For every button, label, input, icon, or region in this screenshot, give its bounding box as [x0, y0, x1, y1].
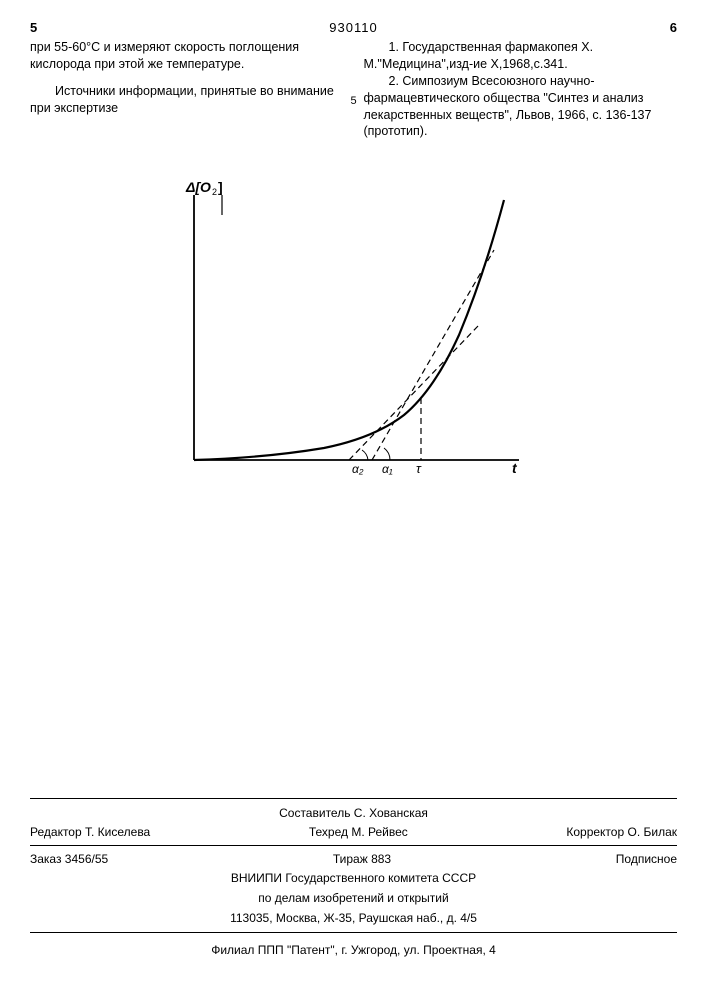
- svg-text:α₁: α₁: [382, 462, 393, 476]
- col-num-left: 5: [30, 20, 37, 35]
- text-columns: при 55-60°С и измеряют скорость поглощен…: [30, 39, 677, 140]
- left-column: при 55-60°С и измеряют скорость поглощен…: [30, 39, 344, 140]
- order-row: Заказ 3456/55 Тираж 883 Подписное: [30, 850, 677, 868]
- chart-container: Δ[O2]tα₂α₁τ: [30, 180, 677, 490]
- footer-block: Составитель С. Хованская Редактор Т. Кис…: [30, 794, 677, 960]
- svg-text:2: 2: [212, 187, 217, 197]
- header-row: 5 930110 6: [30, 20, 677, 35]
- address2: Филиал ППП "Патент", г. Ужгород, ул. Про…: [30, 937, 677, 960]
- oxygen-absorption-chart: Δ[O2]tα₂α₁τ: [184, 180, 524, 490]
- editor: Редактор Т. Киселева: [30, 825, 150, 839]
- credits-row: Редактор Т. Киселева Техред М. Рейвес Ко…: [30, 823, 677, 841]
- org2: по делам изобретений и открытий: [30, 888, 677, 908]
- compiler-line: Составитель С. Хованская: [30, 803, 677, 823]
- techred: Техред М. Рейвес: [309, 825, 408, 839]
- left-p1: при 55-60°С и измеряют скорость поглощен…: [30, 39, 344, 73]
- svg-text:α₂: α₂: [352, 462, 364, 476]
- col-num-right: 6: [670, 20, 677, 35]
- right-column: 1. Государственная фармакопея X. М."Меди…: [364, 39, 678, 140]
- order: Заказ 3456/55: [30, 852, 108, 866]
- tirazh: Тираж 883: [333, 852, 391, 866]
- document-number: 930110: [329, 20, 377, 35]
- subscription: Подписное: [616, 852, 677, 866]
- org1: ВНИИПИ Государственного комитета СССР: [30, 868, 677, 888]
- address1: 113035, Москва, Ж-35, Раушская наб., д. …: [30, 908, 677, 928]
- left-p2: Источники информации, принятые во вниман…: [30, 83, 344, 117]
- svg-text:Δ[O: Δ[O: [185, 180, 211, 195]
- line-number-marker: 5: [350, 95, 356, 107]
- right-p1: 1. Государственная фармакопея X. М."Меди…: [364, 39, 678, 73]
- corrector: Корректор О. Билак: [566, 825, 677, 839]
- right-p2: 2. Симпозиум Всесоюзного научно-фармацев…: [364, 73, 678, 141]
- svg-text:]: ]: [218, 180, 223, 195]
